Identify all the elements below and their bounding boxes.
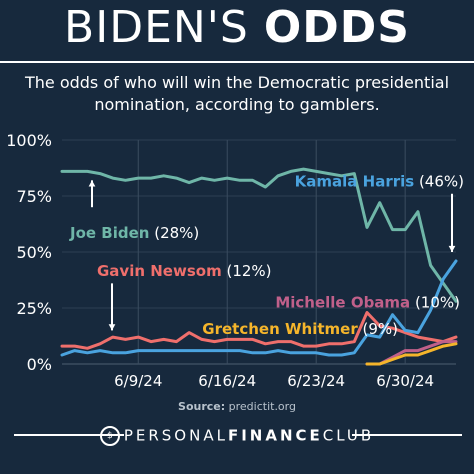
source-text: predictit.org xyxy=(228,400,296,413)
y-tick-label: 0% xyxy=(27,355,52,374)
series-line-gretchen-whitmer xyxy=(365,342,458,366)
series-label-gretchen-whitmer: Gretchen Whitmer (9%) xyxy=(202,320,398,338)
title-divider xyxy=(0,61,474,63)
footer-rule-left xyxy=(14,434,124,436)
brand-part-2: FINANCE xyxy=(227,426,323,445)
x-tick-label: 6/9/24 xyxy=(114,372,162,390)
brand-part-3: CLUB xyxy=(322,426,375,445)
x-tick-label: 6/23/24 xyxy=(287,372,345,390)
y-tick-label: 100% xyxy=(6,131,52,150)
brand-logo-icon: $ xyxy=(99,426,120,446)
x-tick-label: 6/30/24 xyxy=(376,372,434,390)
series-label-michelle-obama: Michelle Obama (10%) xyxy=(275,293,460,311)
source-note: Source: predictit.org xyxy=(0,400,474,413)
series-label-kamala-harris: Kamala Harris (46%) xyxy=(295,172,464,190)
title-light: BIDEN'S xyxy=(64,2,264,53)
harris-arrow-head xyxy=(448,245,456,252)
newsom-arrow-head xyxy=(108,324,116,331)
y-tick-label: 25% xyxy=(16,299,52,318)
chart-title: BIDEN'S ODDS xyxy=(0,2,474,54)
series-line-joe-biden xyxy=(60,167,458,303)
y-tick-label: 75% xyxy=(16,187,52,206)
x-tick-label: 6/16/24 xyxy=(198,372,256,390)
series-line-gavin-newsom xyxy=(60,311,458,350)
brand-part-1: PERSONAL xyxy=(123,426,228,445)
subtitle-line-2: nomination, according to gamblers. xyxy=(94,95,380,114)
series-label-joe-biden: Joe Biden (28%) xyxy=(69,224,199,242)
biden-arrow-head xyxy=(88,180,96,187)
line-chart: 6/9/24 6/16/24 6/23/24 6/30/24 0% 25% 50% 75% 10… xyxy=(6,131,464,390)
subtitle-line-1: The odds of who will win the Democratic … xyxy=(24,73,450,92)
series-line-kamala-harris xyxy=(60,259,458,357)
source-label: Source: xyxy=(178,400,226,413)
footer-rule-right xyxy=(352,434,462,436)
title-bold: ODDS xyxy=(263,2,410,53)
chart-subtitle: The odds of who will win the Democratic … xyxy=(0,72,474,116)
footer-brand: $ PERSONALFINANCECLUB xyxy=(0,426,474,446)
y-tick-label: 50% xyxy=(16,243,52,262)
series-label-gavin-newsom: Gavin Newsom (12%) xyxy=(97,262,272,280)
